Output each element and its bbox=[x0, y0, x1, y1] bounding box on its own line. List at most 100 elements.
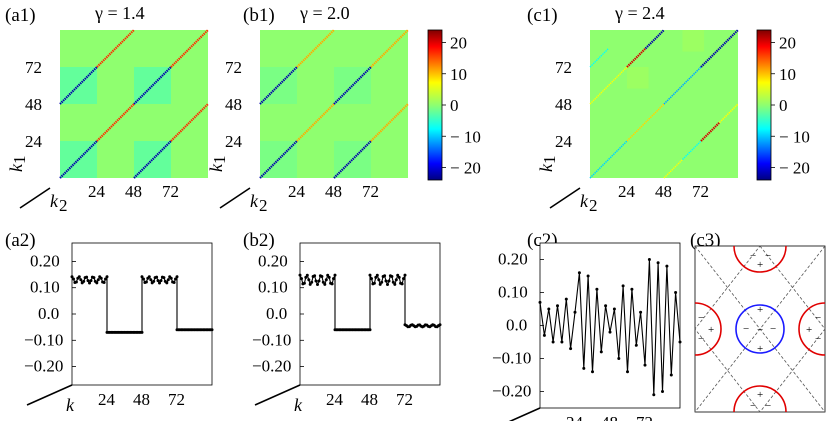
x-tick-label: 72 bbox=[362, 182, 379, 201]
data-point bbox=[560, 340, 564, 344]
panel-label-b2: (b2) bbox=[243, 230, 275, 251]
colorbar-right: 20 10 0 − 10 − 20 bbox=[756, 29, 810, 181]
axis-label-k2-sub: 2 bbox=[589, 196, 598, 215]
data-point bbox=[608, 330, 612, 334]
data-point bbox=[88, 281, 91, 285]
y-tick-label: 0.10 bbox=[258, 278, 288, 297]
y-tick-label: 72 bbox=[25, 58, 42, 77]
data-point bbox=[140, 275, 144, 279]
data-point bbox=[390, 275, 394, 278]
line-panel-b2: (b2) 0.20 0.10 0.0 −0.10 −0.20 24 48 72 k bbox=[243, 230, 442, 415]
colorbar-tick-label: 20 bbox=[450, 34, 467, 53]
y-tick-label: 0.0 bbox=[506, 316, 527, 335]
data-point bbox=[308, 282, 312, 286]
plot-frame bbox=[539, 242, 681, 409]
y-tick-label: 24 bbox=[225, 132, 243, 151]
y-tick-label: −0.20 bbox=[492, 382, 531, 401]
heatmap-block bbox=[334, 67, 371, 104]
data-point bbox=[175, 275, 179, 279]
data-point bbox=[324, 278, 328, 282]
sign-minus: − bbox=[770, 323, 776, 335]
data-point bbox=[152, 279, 156, 283]
y-tick-label: −0.10 bbox=[24, 330, 63, 349]
data-point bbox=[320, 275, 324, 278]
data-point bbox=[661, 390, 664, 393]
sign-minus: − bbox=[815, 333, 821, 345]
data-point bbox=[86, 279, 90, 283]
axis-corner-line bbox=[26, 384, 73, 406]
sign-plus: + bbox=[708, 324, 714, 336]
axis-label-k1: k bbox=[536, 163, 556, 172]
colorbar-tick-label: − 10 bbox=[450, 127, 481, 146]
data-point bbox=[599, 350, 603, 354]
data-point bbox=[156, 279, 160, 283]
data-point bbox=[96, 278, 100, 282]
data-point bbox=[368, 328, 372, 332]
axis-corner-line bbox=[19, 187, 51, 209]
data-point bbox=[378, 282, 382, 286]
heatmap-block bbox=[260, 67, 297, 104]
data-point bbox=[332, 277, 335, 281]
data-point bbox=[551, 340, 555, 344]
sign-minus: − bbox=[698, 312, 704, 324]
axis-corner-line bbox=[219, 187, 251, 209]
data-point bbox=[169, 276, 173, 280]
heatmap-block bbox=[682, 30, 705, 52]
data-point bbox=[159, 279, 163, 283]
axis-label-k1: k bbox=[206, 163, 226, 172]
y-tick-label: 48 bbox=[25, 95, 42, 114]
data-point bbox=[542, 333, 546, 337]
x-tick-label: 24 bbox=[326, 390, 344, 409]
x-tick-label: 24 bbox=[288, 182, 306, 201]
data-point bbox=[313, 274, 317, 278]
axis-label-k1: k bbox=[6, 163, 26, 172]
data-point bbox=[384, 279, 388, 283]
data-point bbox=[372, 281, 376, 285]
data-point bbox=[330, 282, 334, 286]
data-point bbox=[102, 281, 106, 284]
heatmap-block bbox=[134, 67, 171, 104]
data-point bbox=[380, 280, 384, 284]
sign-labels: + + − − − − − + + − − − − + − − + bbox=[698, 250, 821, 412]
data-point bbox=[586, 274, 590, 278]
data-point bbox=[612, 307, 616, 311]
data-point bbox=[89, 279, 93, 283]
data-point bbox=[327, 275, 331, 279]
heatmap-block bbox=[60, 67, 97, 104]
data-point bbox=[383, 274, 387, 278]
data-point bbox=[333, 273, 337, 277]
colorbar-tick-label: 10 bbox=[779, 65, 796, 84]
data-point bbox=[595, 287, 599, 291]
data-point bbox=[174, 277, 177, 281]
data-point bbox=[678, 340, 682, 344]
data-point bbox=[377, 278, 381, 282]
sign-plus: + bbox=[806, 324, 812, 336]
y-tick-label: 72 bbox=[555, 58, 572, 77]
dashed-diagonals bbox=[694, 245, 826, 413]
axis-label-k1-sub: 1 bbox=[10, 156, 29, 165]
y-tick-label: −0.10 bbox=[492, 349, 531, 368]
panel-title-b1: γ = 2.0 bbox=[299, 3, 350, 23]
fermi-arc-bottom bbox=[733, 385, 787, 413]
axis-label-k: k bbox=[294, 395, 303, 415]
data-point bbox=[77, 275, 81, 279]
panel-title-c1: γ = 2.4 bbox=[614, 3, 665, 23]
x-tick-label: 48 bbox=[601, 413, 618, 421]
data-point bbox=[326, 273, 330, 277]
data-point bbox=[393, 282, 397, 286]
data-point bbox=[298, 273, 302, 277]
fermi-arc-left bbox=[694, 302, 722, 356]
x-tick-label: 48 bbox=[125, 182, 142, 201]
data-point bbox=[626, 370, 629, 374]
y-tick-label: −0.20 bbox=[252, 357, 291, 376]
data-point bbox=[147, 275, 151, 279]
data-point bbox=[162, 276, 166, 280]
data-point bbox=[104, 277, 107, 281]
data-point bbox=[85, 275, 89, 279]
x-tick-label: 72 bbox=[396, 390, 413, 409]
y-tick-label: −0.20 bbox=[24, 357, 63, 376]
data-point bbox=[149, 278, 153, 282]
